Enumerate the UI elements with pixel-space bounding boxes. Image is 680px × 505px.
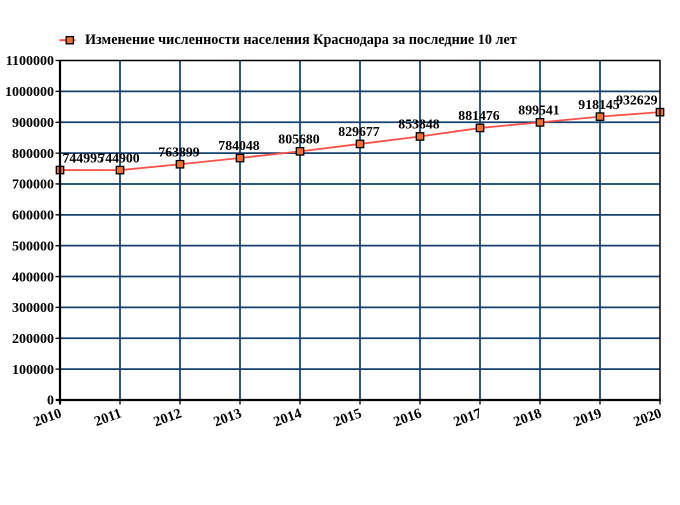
svg-text:918145: 918145 — [578, 97, 619, 112]
svg-text:100000: 100000 — [12, 363, 54, 378]
svg-text:1000000: 1000000 — [5, 85, 54, 100]
svg-text:500000: 500000 — [12, 239, 54, 254]
svg-text:300000: 300000 — [12, 301, 54, 316]
svg-text:881476: 881476 — [458, 108, 499, 123]
svg-text:0: 0 — [47, 394, 54, 409]
svg-text:600000: 600000 — [12, 209, 54, 224]
svg-text:200000: 200000 — [12, 332, 54, 347]
svg-text:784048: 784048 — [218, 138, 259, 153]
svg-text:744900: 744900 — [98, 150, 139, 165]
svg-text:853848: 853848 — [398, 117, 439, 132]
svg-text:899541: 899541 — [518, 103, 559, 118]
svg-text:932629: 932629 — [616, 92, 657, 107]
svg-text:Изменение численности населени: Изменение численности населения Краснода… — [85, 32, 517, 48]
svg-text:700000: 700000 — [12, 178, 54, 193]
svg-text:763899: 763899 — [158, 144, 199, 159]
svg-text:900000: 900000 — [12, 116, 54, 131]
svg-text:805680: 805680 — [278, 132, 319, 147]
svg-text:829677: 829677 — [338, 124, 379, 139]
svg-text:800000: 800000 — [12, 147, 54, 162]
svg-text:744995: 744995 — [63, 150, 104, 165]
svg-text:400000: 400000 — [12, 270, 54, 285]
svg-text:1100000: 1100000 — [6, 54, 54, 69]
